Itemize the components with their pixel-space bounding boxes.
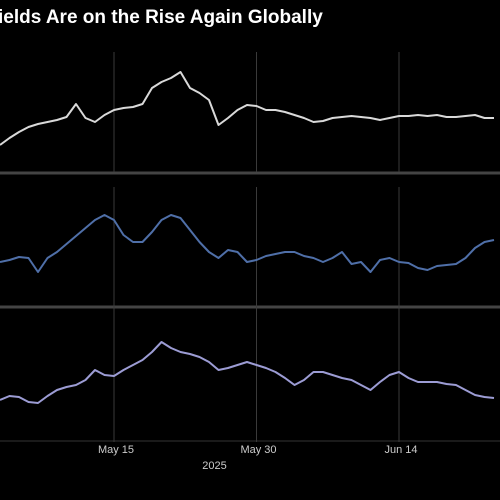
series-line <box>0 71 494 146</box>
series-line <box>0 341 495 404</box>
x-axis-label: 2025 <box>202 460 226 472</box>
series-line <box>0 214 495 273</box>
chart-title: Yields Are on the Rise Again Globally <box>0 7 323 28</box>
x-tick-label: May 15 <box>98 444 134 456</box>
x-tick-label: Jun 14 <box>384 444 417 456</box>
x-tick-label: May 30 <box>240 444 276 456</box>
